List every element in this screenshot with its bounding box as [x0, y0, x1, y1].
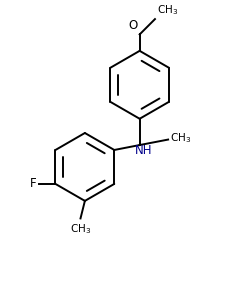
Text: CH$_3$: CH$_3$: [70, 222, 91, 235]
Text: O: O: [127, 19, 136, 32]
Text: F: F: [30, 177, 36, 190]
Text: CH$_3$: CH$_3$: [169, 132, 191, 145]
Text: CH$_3$: CH$_3$: [156, 4, 178, 18]
Text: NH: NH: [135, 144, 152, 157]
